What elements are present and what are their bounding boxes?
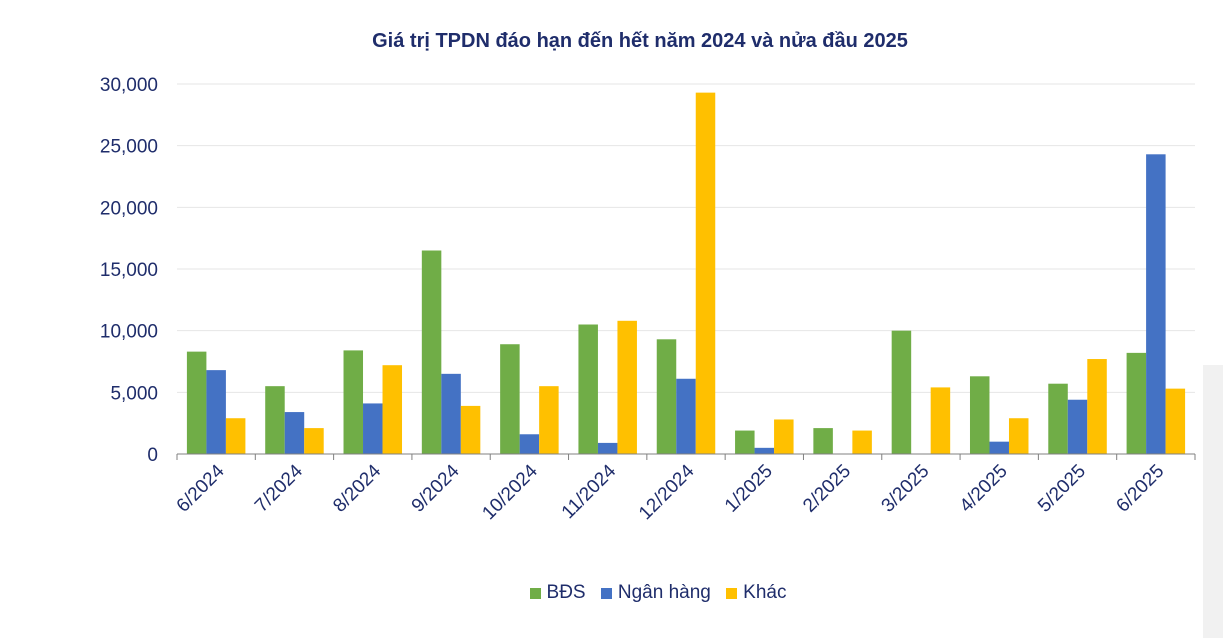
x-tick-label: 12/2024 <box>635 460 699 524</box>
bars <box>186 92 1186 455</box>
bar-ngan-hang-6/2024 <box>206 370 226 454</box>
x-tick-label: 8/2024 <box>329 460 385 516</box>
bar-bds-10/2024 <box>500 344 520 454</box>
y-tick-label: 10,000 <box>100 322 158 343</box>
legend-item-khac: Khác <box>726 582 786 604</box>
bar-khac-4/2025 <box>1008 418 1029 454</box>
bar-khac-3/2025 <box>930 387 951 454</box>
x-tick-label: 1/2025 <box>721 461 777 517</box>
bar-khac-6/2024 <box>225 418 246 454</box>
y-tick-label: 20,000 <box>100 198 158 219</box>
scrollbar-edge <box>1203 365 1223 638</box>
y-tick-label: 0 <box>147 445 158 466</box>
y-tick-label: 15,000 <box>100 260 158 281</box>
bar-khac-9/2024 <box>460 405 481 454</box>
bar-bds-5/2025 <box>1048 383 1068 454</box>
bar-bds-2/2025 <box>813 428 833 454</box>
x-tick-label: 10/2024 <box>479 460 543 524</box>
x-tick-label: 4/2025 <box>956 461 1012 517</box>
bar-ngan-hang-12/2024 <box>676 378 696 454</box>
legend-swatch-bds <box>529 587 541 599</box>
bar-bds-1/2025 <box>735 430 755 454</box>
bar-bds-12/2024 <box>656 339 677 454</box>
legend-label-bds: BĐS <box>546 582 586 603</box>
bar-khac-1/2025 <box>774 419 794 454</box>
bar-khac-10/2024 <box>539 386 559 454</box>
bar-ngan-hang-5/2025 <box>1067 399 1088 454</box>
y-tick-label: 25,000 <box>100 137 158 158</box>
bar-bds-6/2025 <box>1126 352 1147 454</box>
bar-bds-8/2024 <box>343 350 364 454</box>
bar-ngan-hang-8/2024 <box>363 403 383 454</box>
x-tick-label: 5/2025 <box>1034 461 1090 517</box>
bar-bds-7/2024 <box>265 386 285 454</box>
legend: BĐS Ngân hàng Khác <box>0 582 1223 605</box>
bar-bds-6/2024 <box>186 351 207 454</box>
bar-ngan-hang-7/2024 <box>284 412 305 454</box>
y-tick-label: 5,000 <box>110 383 158 404</box>
bar-ngan-hang-6/2025 <box>1146 154 1166 455</box>
legend-item-ngan-hang: Ngân hàng <box>600 582 711 604</box>
x-tick-label: 9/2024 <box>408 460 464 516</box>
x-tick-label: 11/2024 <box>558 460 621 523</box>
bar-bds-11/2024 <box>578 324 598 454</box>
chart-title: Giá trị TPDN đáo hạn đến hết năm 2024 và… <box>372 30 908 52</box>
x-tick-label: 6/2025 <box>1112 461 1168 517</box>
x-tick-label: 7/2024 <box>251 460 307 516</box>
legend-label-khac: Khác <box>743 582 787 603</box>
bar-ngan-hang-4/2025 <box>989 441 1009 454</box>
bar-khac-12/2024 <box>695 92 716 454</box>
legend-swatch-ngan-hang <box>600 587 612 599</box>
bar-bds-9/2024 <box>421 250 442 454</box>
x-tick-label: 3/2025 <box>878 461 934 517</box>
bar-khac-11/2024 <box>617 320 637 454</box>
bar-khac-8/2024 <box>382 365 403 454</box>
bar-ngan-hang-1/2025 <box>754 447 775 454</box>
legend-item-bds: BĐS <box>529 582 586 604</box>
x-tick-label: 2/2025 <box>799 461 855 517</box>
bar-khac-7/2024 <box>304 428 324 454</box>
bar-bds-3/2025 <box>891 330 912 454</box>
x-tick-label: 6/2024 <box>173 460 229 516</box>
legend-label-ngan-hang: Ngân hàng <box>617 582 711 603</box>
y-tick-label: 30,000 <box>100 75 158 96</box>
bar-bds-4/2025 <box>969 376 990 454</box>
bar-ngan-hang-9/2024 <box>441 373 461 454</box>
bar-khac-5/2025 <box>1087 359 1107 454</box>
bar-khac-6/2025 <box>1165 388 1186 454</box>
bar-ngan-hang-11/2024 <box>597 442 618 454</box>
gridlines <box>177 83 1195 393</box>
bar-ngan-hang-10/2024 <box>519 434 540 454</box>
legend-swatch-khac <box>726 587 738 599</box>
axes: 0 5,000 10,000 15,000 20,000 25,000 30,000 6/20… <box>100 75 1196 524</box>
bar-khac-2/2025 <box>852 430 872 454</box>
